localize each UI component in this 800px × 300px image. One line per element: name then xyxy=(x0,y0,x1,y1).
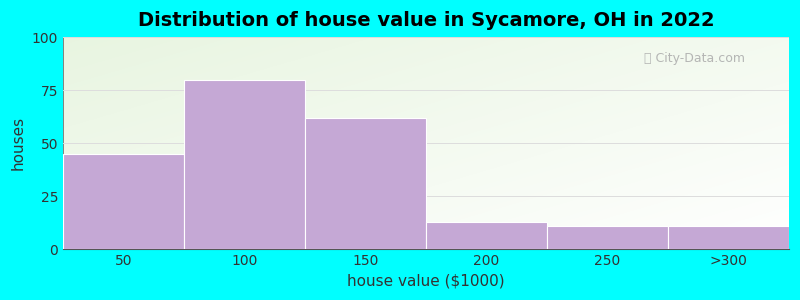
Bar xyxy=(426,222,547,250)
Bar xyxy=(547,226,668,250)
Bar xyxy=(63,154,184,250)
Title: Distribution of house value in Sycamore, OH in 2022: Distribution of house value in Sycamore,… xyxy=(138,11,714,30)
Bar xyxy=(668,226,789,250)
Text: ⓘ City-Data.com: ⓘ City-Data.com xyxy=(644,52,745,65)
Y-axis label: houses: houses xyxy=(11,116,26,170)
X-axis label: house value ($1000): house value ($1000) xyxy=(347,274,505,289)
Bar xyxy=(184,80,305,250)
Bar xyxy=(305,118,426,250)
